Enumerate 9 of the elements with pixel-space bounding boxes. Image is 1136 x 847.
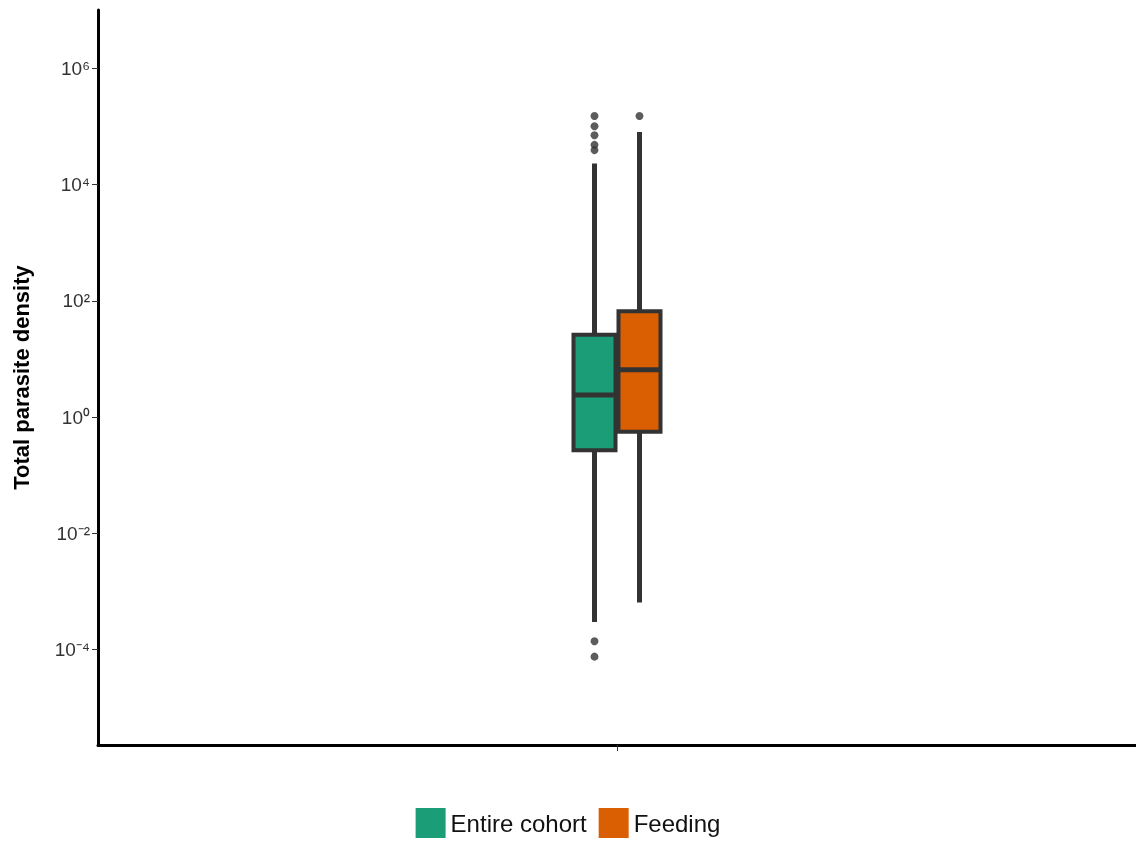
y-tick-label: 10⁶ — [61, 57, 90, 79]
y-tick-label: 10⁰ — [61, 406, 90, 428]
y-axis-title: Total parasite density — [8, 264, 34, 490]
legend-label: Feeding — [633, 809, 721, 837]
y-tick-label: 10⁴ — [60, 173, 90, 195]
y-tick-label: 10⁻⁴ — [54, 639, 90, 661]
legend-label: Entire cohort — [450, 809, 587, 837]
y-tick-label: 10⁻² — [56, 522, 90, 544]
y-tick-label: 10² — [62, 290, 90, 312]
